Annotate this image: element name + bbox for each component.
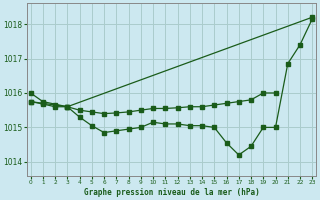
X-axis label: Graphe pression niveau de la mer (hPa): Graphe pression niveau de la mer (hPa) bbox=[84, 188, 259, 197]
